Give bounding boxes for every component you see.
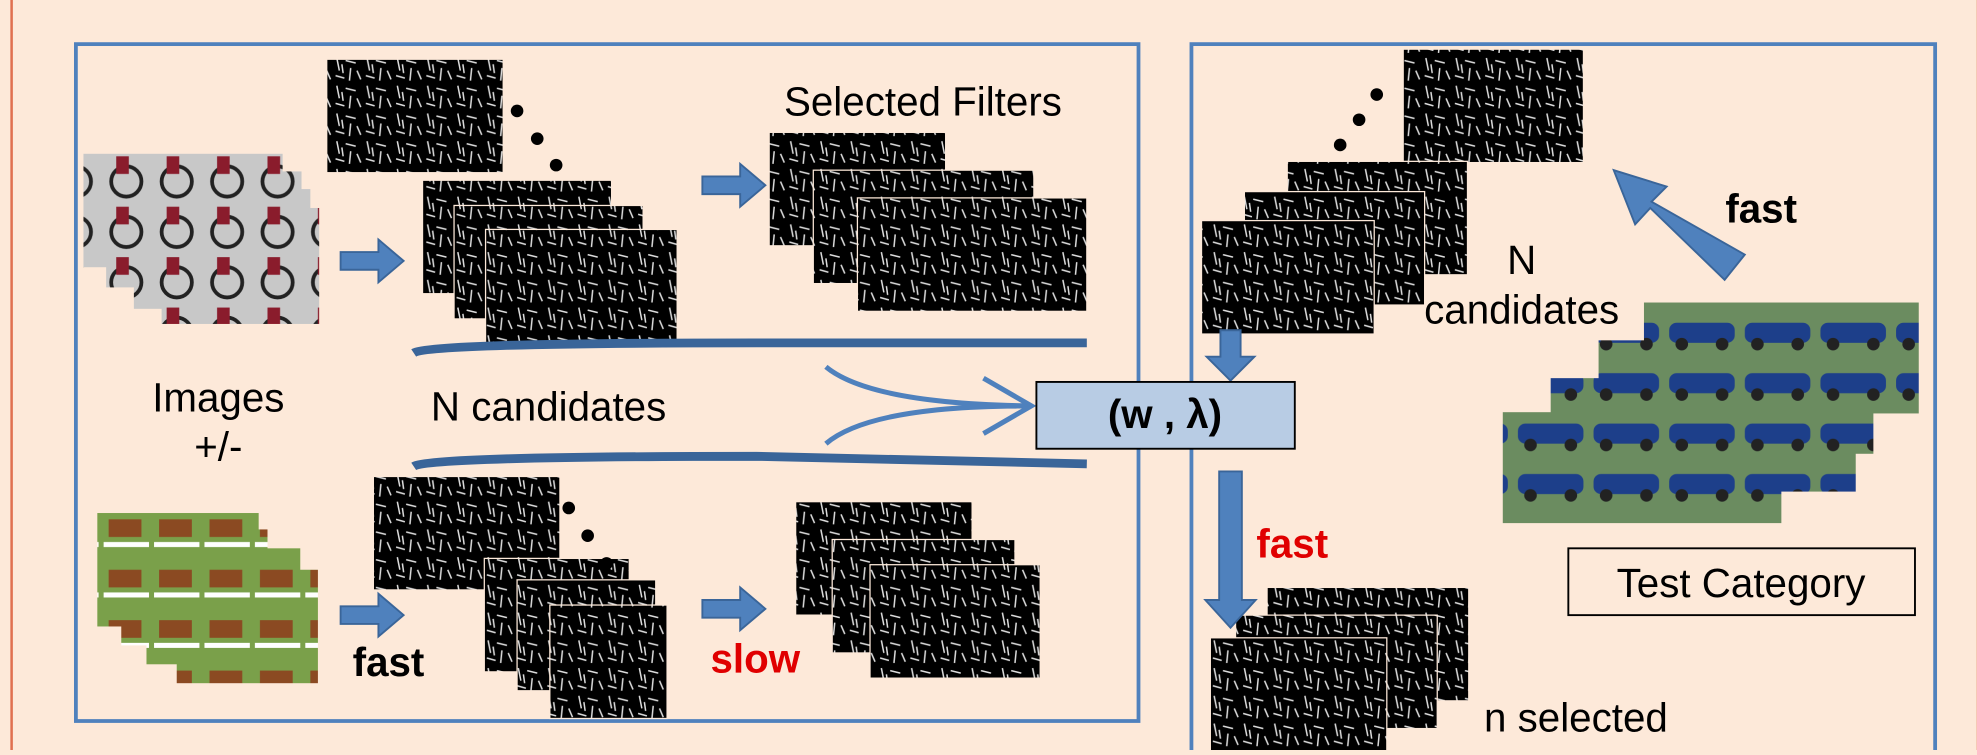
label: n selected: [1484, 695, 1668, 741]
label: Images: [152, 374, 284, 420]
label: Test Category: [1617, 560, 1867, 606]
model-label: (w , λ): [1108, 391, 1222, 437]
label: N candidates: [431, 383, 666, 429]
label: fast: [1256, 521, 1328, 567]
label: N: [1507, 237, 1536, 283]
label: Selected Filters: [784, 78, 1062, 124]
diagram: Selected Filters Images +/- N candidates…: [0, 0, 1977, 750]
label: fast: [1725, 185, 1797, 231]
label: slow: [710, 635, 800, 681]
label: +/-: [194, 424, 242, 470]
label: fast: [353, 639, 425, 685]
label: candidates: [1424, 286, 1619, 332]
